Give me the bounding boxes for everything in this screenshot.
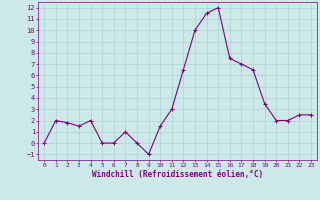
X-axis label: Windchill (Refroidissement éolien,°C): Windchill (Refroidissement éolien,°C) <box>92 170 263 179</box>
